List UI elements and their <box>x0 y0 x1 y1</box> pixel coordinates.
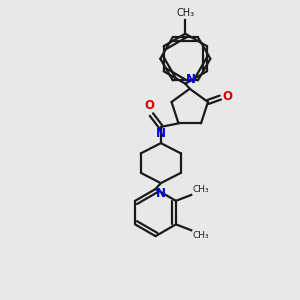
Text: CH₃: CH₃ <box>192 231 209 240</box>
Text: N: N <box>156 127 166 140</box>
Text: O: O <box>144 99 154 112</box>
Text: N: N <box>156 187 166 200</box>
Text: O: O <box>222 91 233 103</box>
Text: CH₃: CH₃ <box>192 185 209 194</box>
Text: N: N <box>186 74 196 86</box>
Text: CH₃: CH₃ <box>176 8 194 18</box>
